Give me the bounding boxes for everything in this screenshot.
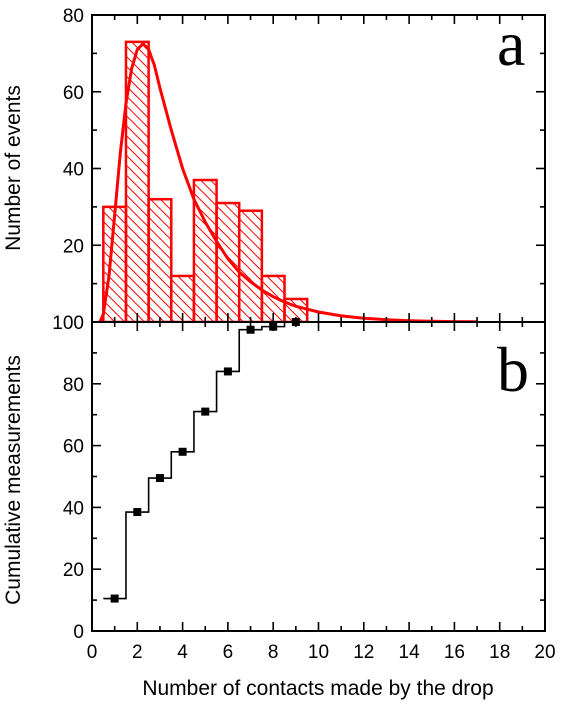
x-tick-label: 6 <box>223 642 234 663</box>
panel-b-y-tick-labels: 0 20 40 60 80 100 <box>52 313 84 643</box>
panel-b-y-tick-label: 40 <box>63 498 84 519</box>
cumulative-marker <box>246 325 255 334</box>
cumulative-marker <box>133 508 142 517</box>
histogram-bar-6 <box>215 201 241 322</box>
panel-a-letter: a <box>497 8 525 79</box>
cumulative-marker <box>110 594 119 603</box>
panel-b-y-tick-label: 100 <box>52 313 84 334</box>
x-tick-labels: 0 2 4 6 8 10 12 14 16 18 20 <box>87 642 556 663</box>
panel-a-y-tick-label: 20 <box>63 236 84 257</box>
histogram-bars <box>102 40 309 322</box>
histogram-bar-2 <box>124 40 150 322</box>
panel-b-y-tick-label: 80 <box>63 375 84 396</box>
panel-b-y-tick-label: 0 <box>73 622 84 643</box>
x-tick-label: 8 <box>268 642 279 663</box>
x-tick-label: 14 <box>399 642 421 663</box>
panel-a: 20 40 60 80 a Number of events <box>2 6 546 323</box>
x-tick-label: 0 <box>87 642 98 663</box>
panel-a-y-tick-labels: 20 40 60 80 <box>63 6 84 257</box>
histogram-bar-3 <box>147 197 173 322</box>
panel-b-ylabel: Cumulative measurements <box>2 355 25 605</box>
panel-b-letter: b <box>497 334 529 405</box>
x-tick-label: 20 <box>534 642 555 663</box>
x-tick-label: 12 <box>353 642 374 663</box>
x-tick-label: 2 <box>132 642 143 663</box>
x-tick-label: 4 <box>177 642 188 663</box>
panel-a-y-tick-label: 40 <box>63 160 84 181</box>
panel-b: 0 20 40 60 80 100 0 2 4 6 8 10 12 14 16 18 20 b Cumulat… <box>2 313 556 700</box>
x-tick-label: 18 <box>489 642 510 663</box>
cumulative-marker <box>178 447 187 456</box>
histogram-bar-5 <box>192 178 218 322</box>
panel-a-y-tick-label: 80 <box>63 6 84 27</box>
cumulative-marker <box>155 474 164 483</box>
panel-b-axes <box>91 313 546 632</box>
panel-a-ylabel: Number of events <box>2 85 25 251</box>
x-tick-label: 10 <box>308 642 329 663</box>
panel-a-y-tick-label: 60 <box>63 83 84 104</box>
cumulative-marker <box>201 407 210 416</box>
x-tick-label: 16 <box>444 642 465 663</box>
panel-b-y-tick-label: 20 <box>63 560 84 581</box>
cumulative-step-line <box>103 322 308 600</box>
cumulative-markers <box>110 318 300 603</box>
fit-curve <box>98 41 478 322</box>
panel-b-y-tick-label: 60 <box>63 437 84 458</box>
cumulative-marker <box>223 367 232 376</box>
histogram-bar-7 <box>237 209 264 322</box>
x-axis-label: Number of contacts made by the drop <box>142 677 493 700</box>
